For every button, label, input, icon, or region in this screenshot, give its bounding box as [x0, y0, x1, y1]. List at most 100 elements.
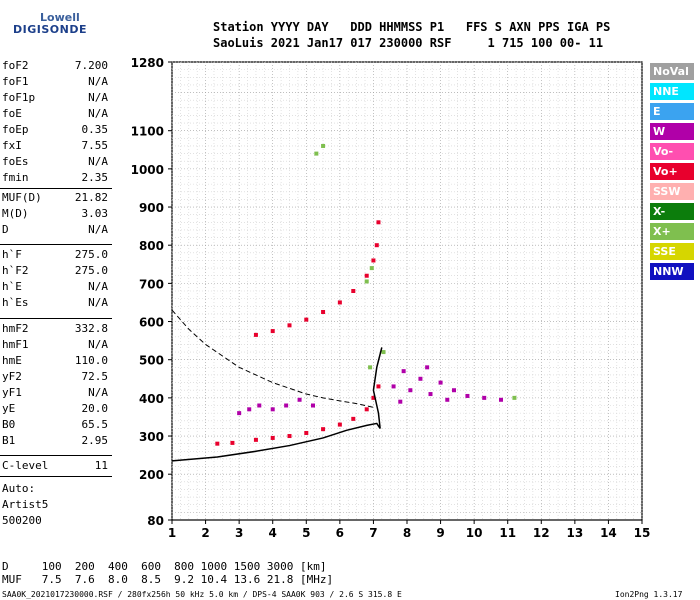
trace-point: [381, 350, 386, 355]
param-name: fxI: [2, 139, 22, 152]
param-value: 7.200: [74, 59, 108, 72]
trace-point: [311, 403, 315, 408]
param-row: yE 20.0: [2, 401, 108, 417]
y-tick-label: 300: [139, 430, 164, 444]
separator-line: [0, 188, 112, 189]
x-tick-label: 9: [436, 526, 444, 540]
param-value: N/A: [88, 223, 108, 236]
param-name: h`Es: [2, 296, 29, 309]
legend-item: SSE: [650, 243, 694, 260]
trace-point: [287, 434, 292, 439]
param-row: yF2 72.5: [2, 369, 108, 385]
trace-point: [351, 416, 356, 421]
trace-point: [337, 422, 342, 427]
param-value: 110.0: [74, 354, 108, 367]
param-row: foE N/A: [2, 106, 108, 122]
trace-point: [237, 411, 242, 416]
trace-point: [257, 403, 262, 408]
param-row: C-level 11: [2, 458, 108, 474]
trace-point: [369, 266, 374, 271]
param-name: D: [2, 223, 9, 236]
param-value: 2.35: [81, 171, 109, 184]
param-name: C-level: [2, 459, 49, 472]
param-value: N/A: [88, 75, 108, 88]
param-name: B0: [2, 418, 16, 431]
x-tick-label: 15: [634, 526, 651, 540]
param-row: foF2 7.200: [2, 58, 108, 74]
trace-point: [297, 397, 302, 402]
auto-scaling-note: Artist5: [2, 498, 49, 511]
x-tick-label: 6: [336, 526, 344, 540]
x-tick-label: 14: [600, 526, 617, 540]
distance-row: D 100 200 400 600 800 1000 1500 3000 [km…: [2, 560, 327, 573]
trace-point: [253, 437, 258, 442]
param-name: foEp: [2, 123, 29, 136]
param-row: foEp 0.35: [2, 122, 108, 138]
logo-digisonde-text: DIGISONDE: [13, 23, 87, 36]
header-row-2: SaoLuis 2021 Jan17 017 230000 RSF 1 715 …: [213, 36, 604, 50]
trace-point: [482, 395, 487, 400]
param-name: yE: [2, 402, 16, 415]
separator-line: [0, 455, 112, 456]
trace-point: [304, 430, 309, 435]
trace-point: [321, 427, 326, 432]
param-value: 2.95: [81, 434, 109, 447]
muf-row: MUF 7.5 7.6 8.0 8.5 9.2 10.4 13.6 21.8 […: [2, 573, 334, 586]
param-value: 72.5: [81, 370, 109, 383]
trace-point: [371, 395, 376, 400]
x-tick-label: 3: [235, 526, 243, 540]
param-name: foF1: [2, 75, 29, 88]
param-value: 275.0: [74, 248, 108, 261]
trace-point: [337, 300, 342, 305]
trace-point: [445, 397, 450, 402]
trace-point: [371, 258, 376, 263]
y-tick-label: 1000: [131, 163, 164, 177]
param-value: N/A: [88, 155, 108, 168]
param-row: h`Es N/A: [2, 295, 108, 311]
param-row: B1 2.95: [2, 433, 108, 449]
legend-item: X-: [650, 203, 694, 220]
param-name: yF2: [2, 370, 22, 383]
trace-point: [270, 407, 275, 412]
param-row: B0 65.5: [2, 417, 108, 433]
param-value: N/A: [88, 338, 108, 351]
trace-point: [253, 332, 258, 337]
x-tick-label: 11: [499, 526, 516, 540]
legend-item: Vo+: [650, 163, 694, 180]
param-row: MUF(D) 21.82: [2, 190, 108, 206]
param-name: MUF(D): [2, 191, 42, 204]
param-row: M(D) 3.03: [2, 206, 108, 222]
param-name: hmE: [2, 354, 22, 367]
legend-item: E: [650, 103, 694, 120]
param-value: 332.8: [74, 322, 108, 335]
trace-point: [287, 323, 292, 328]
param-name: hmF1: [2, 338, 29, 351]
x-tick-label: 8: [403, 526, 411, 540]
x-tick-label: 12: [533, 526, 550, 540]
param-row: yF1 N/A: [2, 385, 108, 401]
param-value: 3.03: [81, 207, 109, 220]
y-tick-label: 700: [139, 277, 164, 291]
param-row: fmin 2.35: [2, 170, 108, 186]
y-tick-label: 80: [147, 514, 164, 528]
param-name: M(D): [2, 207, 29, 220]
trace-point: [428, 392, 433, 397]
trace-point: [465, 393, 470, 398]
param-value: N/A: [88, 296, 108, 309]
y-tick-label: 400: [139, 392, 164, 406]
param-value: 65.5: [81, 418, 109, 431]
trace-point: [418, 376, 423, 381]
param-name: foF1p: [2, 91, 36, 104]
trace-point: [321, 143, 326, 148]
param-value: N/A: [88, 280, 108, 293]
param-name: foE: [2, 107, 22, 120]
param-row: foF1p N/A: [2, 90, 108, 106]
param-value: N/A: [88, 107, 108, 120]
param-name: fmin: [2, 171, 29, 184]
param-name: hmF2: [2, 322, 29, 335]
trace-point: [314, 151, 319, 156]
y-tick-label: 600: [139, 316, 164, 330]
legend-item: X+: [650, 223, 694, 240]
trace-point: [376, 384, 381, 389]
param-value: 21.82: [74, 191, 108, 204]
